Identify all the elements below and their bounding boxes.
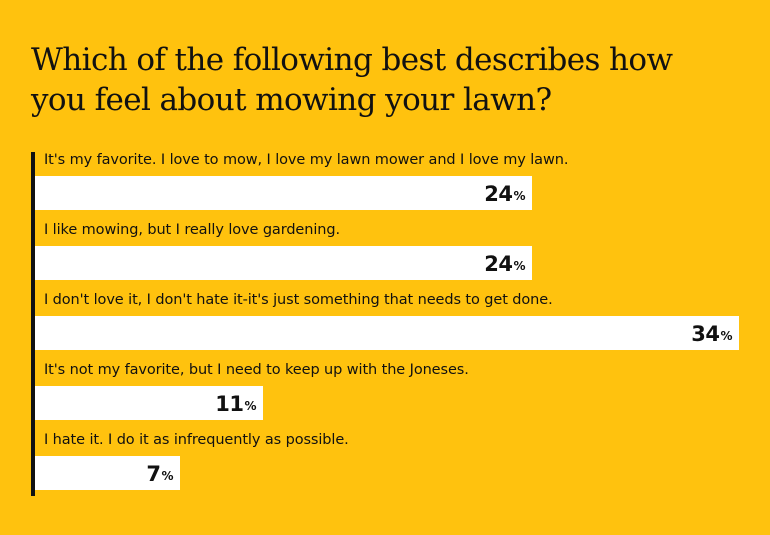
bar: 11% xyxy=(35,386,263,420)
category-label: It's my favorite. I love to mow, I love … xyxy=(44,152,569,168)
bar: 34% xyxy=(35,316,739,350)
data-label: 11% xyxy=(215,392,256,416)
data-label: 24% xyxy=(484,182,525,206)
bar: 7% xyxy=(35,456,180,490)
axis-line xyxy=(31,152,35,496)
data-label: 24% xyxy=(484,252,525,276)
bar: 24% xyxy=(35,176,532,210)
data-label: 7% xyxy=(146,462,173,486)
category-label: I hate it. I do it as infrequently as po… xyxy=(44,432,349,448)
bar: 24% xyxy=(35,246,532,280)
category-label: It's not my favorite, but I need to keep… xyxy=(44,362,469,378)
data-label: 34% xyxy=(691,322,732,346)
category-label: I like mowing, but I really love gardeni… xyxy=(44,222,340,238)
category-label: I don't love it, I don't hate it-it's ju… xyxy=(44,292,553,308)
chart-title: Which of the following best describes ho… xyxy=(31,42,673,118)
